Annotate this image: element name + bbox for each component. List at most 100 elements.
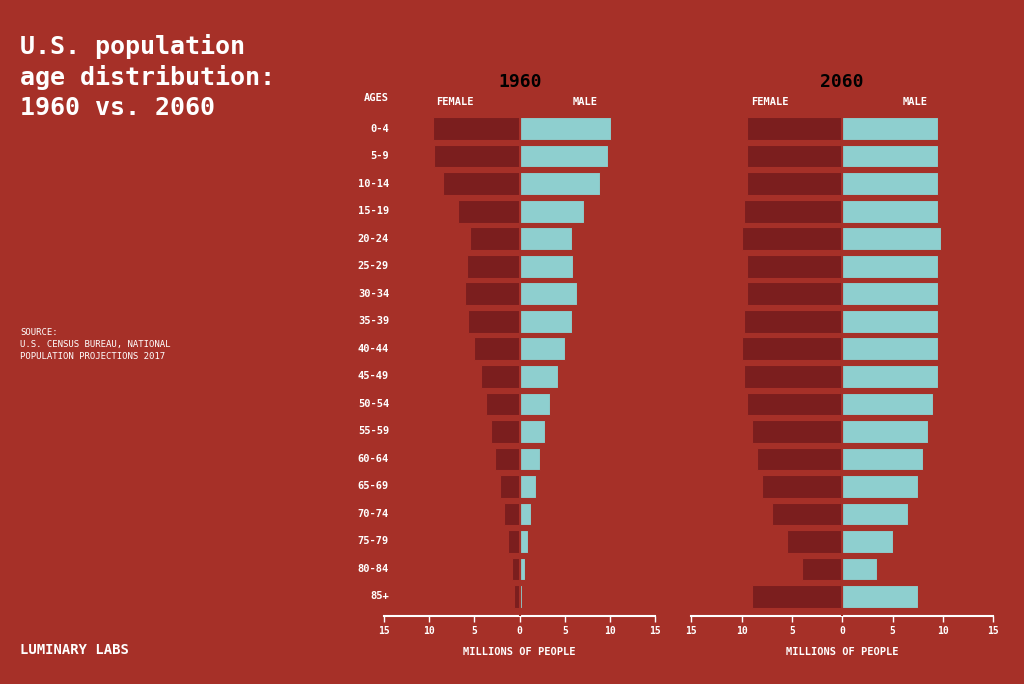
Bar <box>520 145 608 168</box>
Bar <box>496 447 520 470</box>
Bar <box>500 475 520 497</box>
Bar <box>842 585 918 607</box>
Text: MALE: MALE <box>572 97 597 107</box>
Text: 50-54: 50-54 <box>357 399 389 409</box>
Bar <box>842 255 938 278</box>
X-axis label: MILLIONS OF PEOPLE: MILLIONS OF PEOPLE <box>786 647 898 657</box>
Bar <box>842 503 907 525</box>
Bar <box>520 255 573 278</box>
Text: AGES: AGES <box>365 92 389 103</box>
Text: 5-9: 5-9 <box>371 151 389 161</box>
Bar <box>508 530 520 553</box>
Bar <box>520 200 584 222</box>
Text: 40-44: 40-44 <box>357 344 389 354</box>
Bar <box>786 530 842 553</box>
Bar <box>467 255 520 278</box>
Bar <box>520 530 527 553</box>
Bar <box>802 557 842 580</box>
Text: 65-69: 65-69 <box>357 482 389 491</box>
Bar <box>481 365 520 388</box>
Bar <box>746 118 842 140</box>
Bar <box>757 447 842 470</box>
Bar <box>520 420 545 443</box>
Bar <box>842 557 878 580</box>
Bar <box>514 585 520 607</box>
Text: 80-84: 80-84 <box>357 564 389 574</box>
Text: 15-19: 15-19 <box>357 206 389 216</box>
Bar <box>743 365 842 388</box>
Bar <box>520 557 525 580</box>
Bar <box>746 172 842 195</box>
Bar <box>743 200 842 222</box>
Bar <box>490 420 520 443</box>
Text: MALE: MALE <box>902 97 928 107</box>
Bar <box>512 557 520 580</box>
Bar <box>746 282 842 305</box>
X-axis label: MILLIONS OF PEOPLE: MILLIONS OF PEOPLE <box>464 647 575 657</box>
Text: 75-79: 75-79 <box>357 536 389 547</box>
Bar <box>504 503 520 525</box>
Bar <box>772 503 842 525</box>
Text: SOURCE:
U.S. CENSUS BUREAU, NATIONAL
POPULATION PROJECTIONS 2017: SOURCE: U.S. CENSUS BUREAU, NATIONAL POP… <box>20 328 171 361</box>
Text: 25-29: 25-29 <box>357 261 389 272</box>
Text: LUMINARY LABS: LUMINARY LABS <box>20 643 129 657</box>
Bar <box>842 447 923 470</box>
Bar <box>468 310 520 332</box>
Bar <box>743 310 842 332</box>
Bar <box>842 530 893 553</box>
Bar <box>842 475 918 497</box>
Text: 2060: 2060 <box>820 73 864 91</box>
Bar <box>458 200 520 222</box>
Text: 45-49: 45-49 <box>357 371 389 381</box>
Bar <box>746 145 842 168</box>
Text: 70-74: 70-74 <box>357 509 389 519</box>
Bar <box>741 228 842 250</box>
Text: U.S. population
age distribution:
1960 vs. 2060: U.S. population age distribution: 1960 v… <box>20 34 275 120</box>
Bar <box>842 310 938 332</box>
Text: FEMALE: FEMALE <box>436 97 473 107</box>
Bar <box>520 172 600 195</box>
Bar <box>741 337 842 360</box>
Bar <box>842 172 938 195</box>
Bar <box>762 475 842 497</box>
Bar <box>746 393 842 415</box>
Bar <box>520 118 611 140</box>
Bar <box>434 145 520 168</box>
Bar <box>520 310 572 332</box>
Bar <box>746 255 842 278</box>
Bar <box>842 337 938 360</box>
Text: 0-4: 0-4 <box>371 124 389 133</box>
Text: 10-14: 10-14 <box>357 179 389 189</box>
Bar <box>520 365 558 388</box>
Text: 30-34: 30-34 <box>357 289 389 299</box>
Text: 85+: 85+ <box>371 592 389 601</box>
Bar <box>520 393 551 415</box>
Bar <box>442 172 520 195</box>
Bar <box>433 118 520 140</box>
Text: 20-24: 20-24 <box>357 234 389 244</box>
Bar <box>465 282 520 305</box>
Bar <box>520 585 522 607</box>
Text: 1960: 1960 <box>498 73 542 91</box>
Text: 60-64: 60-64 <box>357 453 389 464</box>
Bar <box>842 228 941 250</box>
Bar <box>752 420 842 443</box>
Bar <box>842 200 938 222</box>
Text: 35-39: 35-39 <box>357 316 389 326</box>
Bar <box>752 585 842 607</box>
Bar <box>842 145 938 168</box>
Text: FEMALE: FEMALE <box>751 97 788 107</box>
Bar <box>470 228 520 250</box>
Bar <box>520 282 577 305</box>
Bar <box>842 420 928 443</box>
Bar <box>520 447 540 470</box>
Bar <box>486 393 520 415</box>
Bar <box>842 393 933 415</box>
Bar <box>520 503 531 525</box>
Bar <box>474 337 520 360</box>
Text: 55-59: 55-59 <box>357 426 389 436</box>
Bar <box>520 337 565 360</box>
Bar <box>842 282 938 305</box>
Bar <box>520 475 536 497</box>
Bar <box>842 118 938 140</box>
